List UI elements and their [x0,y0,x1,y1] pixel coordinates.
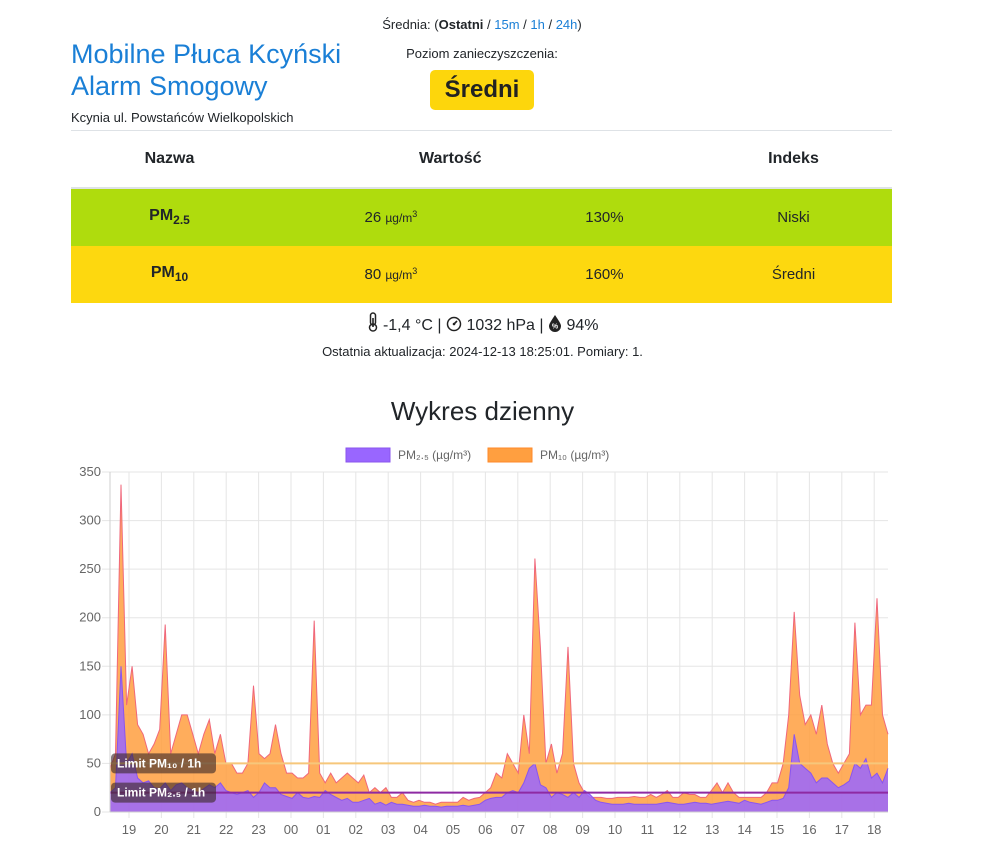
weather-sep: | [539,317,544,334]
temperature-value: -1,4 °C [382,317,433,334]
pollution-level-label: Poziom zanieczyszczenia: [406,46,558,61]
x-tick-label: 02 [349,822,363,837]
x-tick-label: 09 [575,822,589,837]
thermometer-icon [368,312,377,332]
pollutant-percent: 130% [585,209,624,226]
x-tick-label: 16 [802,822,816,837]
x-tick-label: 04 [413,822,427,837]
x-tick-label: 08 [543,822,557,837]
pollutant-name: PM10 [150,264,189,285]
limit-label: Limit PM₁₀ / 1h [117,756,201,770]
pollutant-percent: 160% [585,266,624,283]
header-name: Nazwa [71,131,268,189]
table-row-pm25: PM2.5 26 µg/m3 130% Niski [71,188,892,246]
legend-label-pm10: PM₁₀ (µg/m³) [540,448,609,462]
averaging-sep: / [483,17,495,32]
pollutant-value: 80 µg/m3 [364,266,418,283]
x-tick-label: 20 [154,822,168,837]
x-tick-label: 13 [705,822,719,837]
pm10-series-line [109,484,889,805]
x-tick-label: 11 [641,822,655,837]
limit-label-box [111,753,216,774]
y-tick-label: 200 [79,610,101,625]
pollutant-index: Niski [777,209,810,226]
averaging-sep: / [519,17,531,32]
daily-chart: PM₂.₅ (µg/m³) PM₁₀ (µg/m³) Limit PM₁₀ / 1… [79,447,889,837]
x-tick-label: 22 [219,822,233,837]
averaging-current[interactable]: Ostatni [438,17,484,32]
averaging-option-1h[interactable]: 1h [530,17,545,32]
y-tick-label: 100 [79,707,101,722]
pollution-level-badge: Średni [430,70,534,110]
header-value: Wartość [268,131,695,189]
humidity-value: 94% [566,317,599,334]
page-title: Mobilne Płuca Kcyński Alarm Smogowy [71,39,342,101]
y-tick-label: 50 [87,755,101,770]
averaging-close: ) [577,17,582,32]
averaging-sep: / [544,17,556,32]
x-tick-label: 23 [251,822,265,837]
limit-label-box [111,782,216,803]
x-tick-label: 06 [478,822,492,837]
x-tick-label: 10 [608,822,622,837]
humidity-drop-icon: % [549,315,562,332]
weather-sep: | [437,317,442,334]
y-tick-label: 150 [79,658,101,673]
pollutant-name: PM2.5 [149,207,190,228]
pressure-value: 1032 hPa [466,317,535,334]
x-tick-label: 03 [381,822,395,837]
pollutant-index: Średni [771,266,816,283]
weather-summary: -1,4 °C | 1032 hPa | % 94% [300,312,665,335]
y-tick-label: 300 [79,513,101,528]
limit-label: Limit PM₂.₅ / 1h [117,786,205,800]
svg-text:%: % [552,324,559,331]
x-tick-label: 21 [187,822,201,837]
chart-grid [102,471,888,818]
station-address: Kcynia ul. Powstańców Wielkopolskich [71,110,294,125]
y-tick-label: 350 [79,464,101,479]
x-tick-label: 15 [770,822,784,837]
chart-legend: PM₂.₅ (µg/m³) PM₁₀ (µg/m³) [345,447,609,463]
legend-label-pm25: PM₂.₅ (µg/m³) [398,448,471,462]
averaging-label: Średnia: ( [382,17,439,32]
x-tick-label: 05 [446,822,460,837]
legend-swatch-pm25 [345,447,391,463]
header-index: Indeks [695,131,892,189]
x-tick-label: 18 [867,822,881,837]
x-tick-label: 12 [673,822,687,837]
x-tick-label: 19 [122,822,136,837]
legend-swatch-pm10 [487,447,533,463]
x-tick-label: 00 [284,822,298,837]
x-tick-label: 07 [511,822,525,837]
averaging-option-15m[interactable]: 15m [494,17,520,32]
last-update-text: Ostatnia aktualizacja: 2024-12-13 18:25:… [322,344,643,359]
averaging-option-24h[interactable]: 24h [555,17,578,32]
x-tick-label: 14 [737,822,751,837]
x-tick-label: 01 [316,822,330,837]
chart-title: Wykres dzienny [390,396,575,426]
pressure-gauge-icon [446,316,462,332]
header-divider [71,130,892,131]
pollutant-value: 26 µg/m3 [364,209,418,226]
y-tick-label: 250 [79,561,101,576]
table-row-pm10: PM10 80 µg/m3 160% Średni [71,246,892,303]
table-header-row: Nazwa Wartość Indeks [71,131,892,189]
averaging-selector: Średnia: (Ostatni / 15m / 1h / 24h) [370,17,594,32]
readings-table: Nazwa Wartość Indeks PM2.5 26 µg/m3 130%… [71,131,892,303]
x-tick-label: 17 [835,822,849,837]
y-tick-label: 0 [94,804,101,819]
chart-limits: Limit PM₁₀ / 1h Limit PM₂.₅ / 1h [110,753,888,803]
